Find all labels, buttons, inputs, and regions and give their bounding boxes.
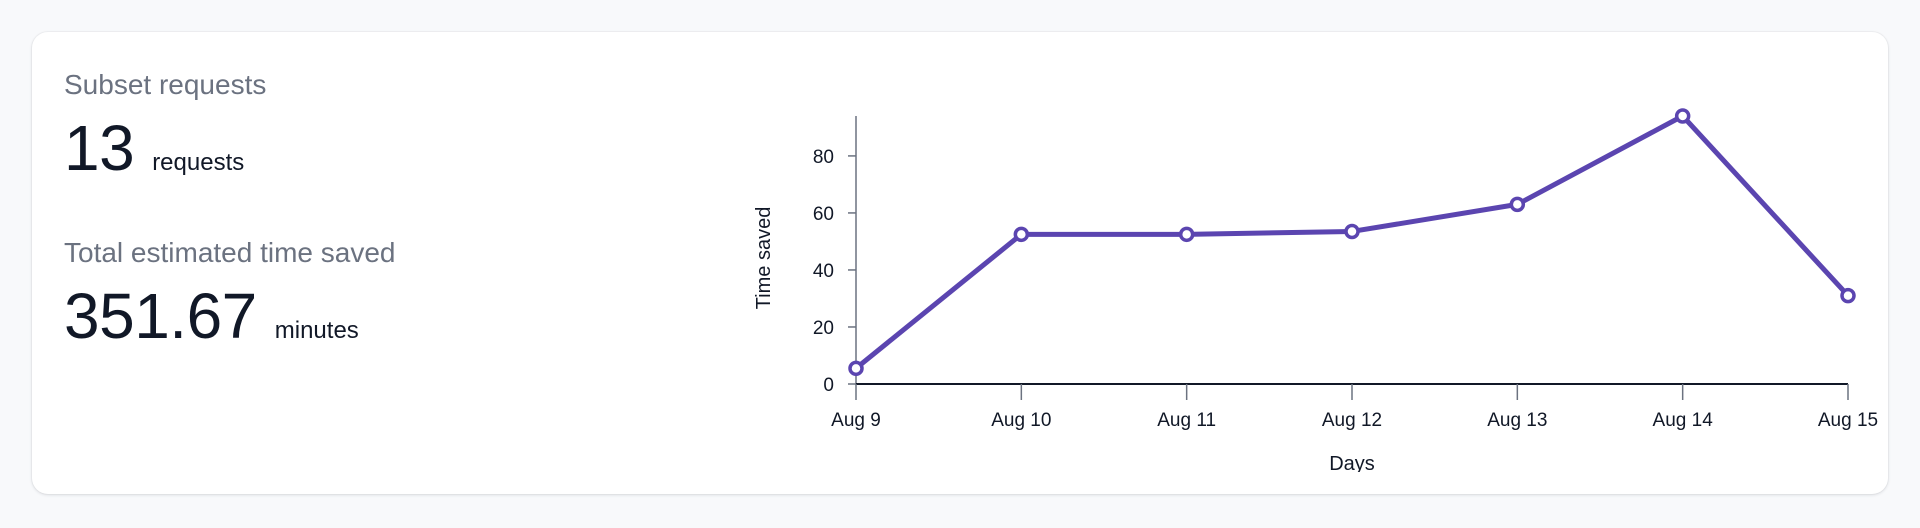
requests-value: 13 xyxy=(64,112,135,184)
requests-label: Subset requests xyxy=(64,69,267,100)
data-point xyxy=(1840,287,1856,304)
time-saved-label: Total estimated time saved xyxy=(64,237,396,268)
series-line-0 xyxy=(853,113,1851,371)
stats-panel: Subset requests 13 requests Total estima… xyxy=(64,68,664,354)
data-point xyxy=(848,360,864,377)
x-tick-label: Aug 10 xyxy=(991,410,1051,431)
x-tick-label: Aug 11 xyxy=(1157,410,1216,431)
y-tick-label: 60 xyxy=(813,204,834,225)
x-tick-label: Aug 12 xyxy=(1322,410,1382,431)
y-axis-label: Time saved xyxy=(753,207,775,310)
time-saved-value-row: 351.67 minutes xyxy=(64,278,664,354)
y-tick-label: 20 xyxy=(813,318,834,339)
time-saved-unit: minutes xyxy=(274,317,359,344)
time-saved-value: 351.67 xyxy=(64,280,257,352)
y-tick-label: 40 xyxy=(813,261,834,282)
time-saved-stat: Total estimated time saved 351.67 minute… xyxy=(64,236,664,354)
x-tick-label: Aug 9 xyxy=(831,410,881,431)
y-axis: 0 20 40 60 80 xyxy=(813,116,857,396)
data-point xyxy=(1013,226,1030,243)
x-tick-label: Aug 13 xyxy=(1487,410,1547,431)
requests-value-row: 13 requests xyxy=(64,110,664,186)
series-line xyxy=(853,113,1851,371)
data-point xyxy=(1674,108,1691,124)
stats-card: Subset requests 13 requests Total estima… xyxy=(32,32,1888,494)
requests-stat: Subset requests 13 requests xyxy=(64,68,664,186)
data-point xyxy=(1178,226,1195,243)
x-tick-label: Aug 15 xyxy=(1818,410,1878,431)
x-tick-label: Aug 14 xyxy=(1653,410,1714,431)
x-axis: Aug 9 Aug 10 Aug 11 Aug 12 Aug 13 Aug 14 Aug 1… xyxy=(831,383,1878,431)
requests-unit: requests xyxy=(152,149,245,176)
y-tick-label: 0 xyxy=(823,375,834,396)
y-tick-label: 80 xyxy=(813,147,834,168)
x-axis-label: Days xyxy=(1329,453,1375,472)
data-point xyxy=(1509,196,1526,213)
data-point xyxy=(1344,223,1360,240)
data-points xyxy=(848,108,1856,377)
